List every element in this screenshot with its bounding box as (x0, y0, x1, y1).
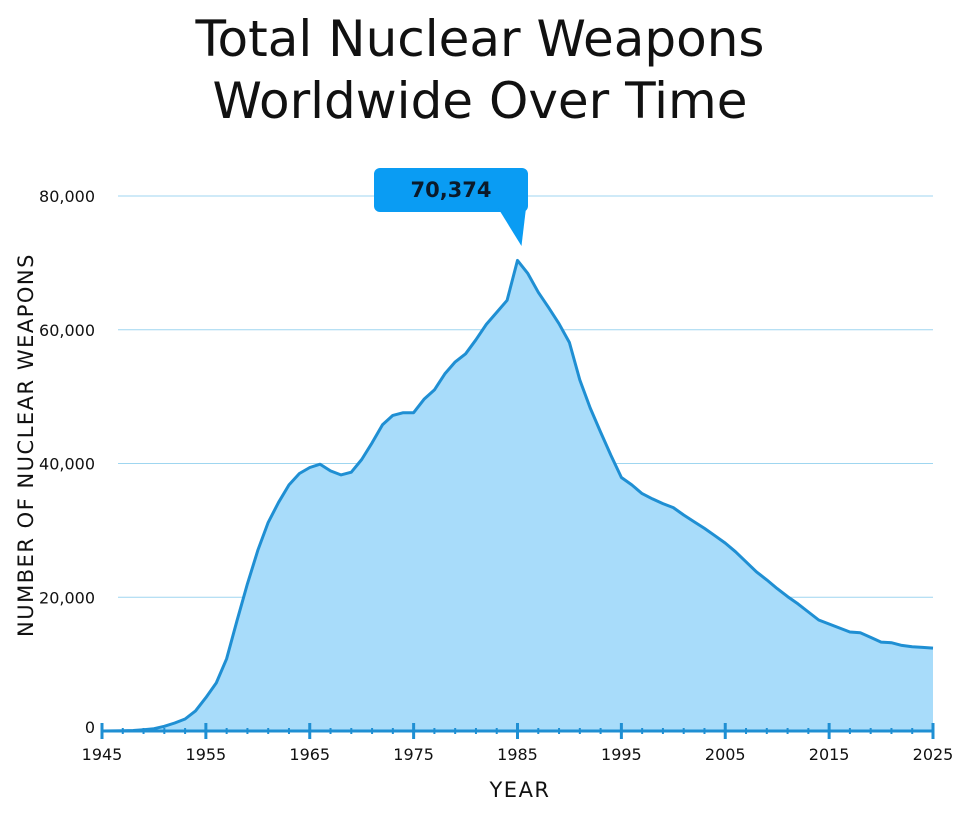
x-tick-labels: 1945 1955 1965 1975 1985 1995 2005 2015 2025 (82, 745, 954, 764)
series-line (101, 258, 934, 733)
y-tick-label: 0 (85, 718, 95, 737)
peak-callout: 70,374 (374, 168, 528, 212)
x-tick-label: 2005 (705, 745, 746, 764)
x-tick-label: 1995 (601, 745, 642, 764)
x-axis-title: YEAR (489, 778, 551, 802)
x-tick-label: 1955 (186, 745, 227, 764)
page-title: Total Nuclear Weapons Worldwide Over Tim… (0, 8, 960, 132)
x-tick-label: 1965 (289, 745, 330, 764)
area-fill (102, 260, 933, 731)
x-tick-label: 2025 (913, 745, 954, 764)
y-tick-label: 40,000 (39, 455, 95, 474)
x-tick-label: 1975 (393, 745, 434, 764)
x-tick-label: 1945 (82, 745, 123, 764)
y-tick-label: 80,000 (39, 187, 95, 206)
x-axis (100, 723, 935, 739)
title-line-1: Total Nuclear Weapons (195, 10, 765, 68)
y-tick-label: 20,000 (39, 588, 95, 607)
y-tick-labels: 0 20,000 40,000 60,000 80,000 (39, 187, 95, 737)
y-tick-label: 60,000 (39, 321, 95, 340)
x-tick-label: 2015 (809, 745, 850, 764)
y-axis-title: NUMBER OF NUCLEAR WEAPONS (14, 253, 38, 637)
x-tick-label: 1985 (497, 745, 538, 764)
title-line-2: Worldwide Over Time (212, 72, 748, 130)
